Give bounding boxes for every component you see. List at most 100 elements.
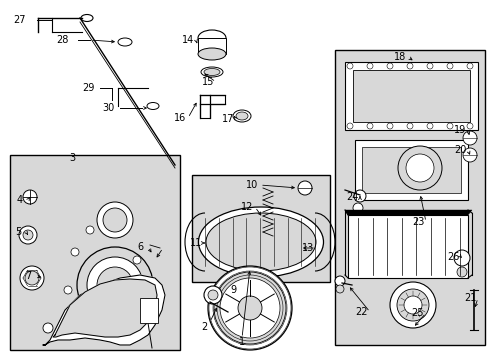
Circle shape [462, 148, 476, 162]
Polygon shape [53, 279, 157, 337]
Text: 17: 17 [222, 114, 234, 124]
Polygon shape [200, 95, 224, 118]
Ellipse shape [203, 68, 220, 76]
Circle shape [406, 63, 412, 69]
Circle shape [20, 266, 44, 290]
Bar [352, 70, 469, 122]
Circle shape [103, 208, 127, 232]
Text: 19: 19 [453, 125, 465, 135]
Bar [361, 147, 460, 193]
Circle shape [297, 181, 311, 195]
Circle shape [214, 272, 285, 344]
Text: 26: 26 [446, 252, 458, 262]
Circle shape [346, 63, 352, 69]
Text: 14: 14 [182, 35, 194, 45]
Text: 23: 23 [411, 217, 423, 227]
Text: 11: 11 [189, 238, 202, 248]
Circle shape [71, 248, 79, 256]
Circle shape [97, 202, 133, 238]
Text: 25: 25 [411, 308, 424, 318]
Circle shape [466, 123, 472, 129]
Ellipse shape [198, 207, 323, 277]
Circle shape [403, 296, 421, 314]
Bar [345, 62, 477, 130]
Ellipse shape [198, 30, 225, 46]
Text: 18: 18 [393, 52, 406, 62]
Text: 7: 7 [25, 271, 31, 281]
Text: 10: 10 [245, 180, 258, 190]
Text: 22: 22 [355, 307, 367, 317]
Circle shape [397, 146, 441, 190]
Text: 16: 16 [174, 113, 186, 123]
Circle shape [405, 154, 433, 182]
Text: 2: 2 [201, 322, 207, 332]
Ellipse shape [201, 67, 223, 77]
Bar [347, 215, 467, 278]
Circle shape [386, 63, 392, 69]
Circle shape [453, 250, 469, 266]
Circle shape [366, 123, 372, 129]
Ellipse shape [232, 110, 250, 122]
Circle shape [366, 63, 372, 69]
Circle shape [426, 63, 432, 69]
Circle shape [406, 123, 412, 129]
Circle shape [203, 286, 222, 304]
Polygon shape [43, 275, 164, 345]
Text: 21: 21 [463, 293, 475, 303]
Text: 8: 8 [144, 302, 151, 312]
Circle shape [426, 123, 432, 129]
Text: 9: 9 [229, 285, 236, 295]
Bar [354, 140, 467, 200]
Circle shape [64, 286, 72, 294]
Circle shape [86, 226, 94, 234]
Ellipse shape [118, 38, 132, 46]
Ellipse shape [81, 14, 93, 22]
Polygon shape [345, 210, 471, 215]
Circle shape [43, 323, 53, 333]
Text: 5: 5 [15, 227, 21, 237]
Circle shape [87, 257, 142, 313]
Circle shape [389, 282, 435, 328]
Text: 28: 28 [56, 35, 68, 45]
Circle shape [19, 226, 37, 244]
Bar [192, 175, 329, 282]
Text: 27: 27 [14, 15, 26, 25]
Circle shape [23, 190, 37, 204]
Circle shape [133, 256, 141, 264]
Text: 4: 4 [17, 195, 23, 205]
Circle shape [396, 289, 428, 321]
Circle shape [97, 267, 133, 303]
Ellipse shape [198, 48, 225, 60]
Text: 30: 30 [102, 103, 114, 113]
Text: 15: 15 [202, 77, 214, 87]
Circle shape [207, 266, 291, 350]
Circle shape [335, 285, 343, 293]
Circle shape [462, 131, 476, 145]
Circle shape [25, 271, 39, 285]
Ellipse shape [205, 213, 315, 271]
Bar [10, 155, 180, 350]
Bar [334, 50, 484, 345]
Circle shape [386, 123, 392, 129]
Text: 1: 1 [239, 337, 244, 347]
Bar [140, 298, 158, 323]
Circle shape [23, 230, 33, 240]
Text: 12: 12 [240, 202, 253, 212]
Circle shape [352, 203, 362, 213]
Circle shape [353, 190, 365, 202]
Text: 24: 24 [345, 192, 357, 202]
Text: 13: 13 [301, 243, 313, 253]
Circle shape [220, 278, 280, 338]
Circle shape [334, 276, 345, 286]
Circle shape [466, 63, 472, 69]
Circle shape [151, 294, 159, 302]
Text: 3: 3 [69, 153, 75, 163]
Circle shape [346, 123, 352, 129]
Circle shape [456, 267, 466, 277]
Circle shape [207, 290, 218, 300]
Ellipse shape [147, 103, 159, 109]
Ellipse shape [236, 112, 247, 120]
Circle shape [446, 123, 452, 129]
Circle shape [238, 296, 262, 320]
Circle shape [446, 63, 452, 69]
